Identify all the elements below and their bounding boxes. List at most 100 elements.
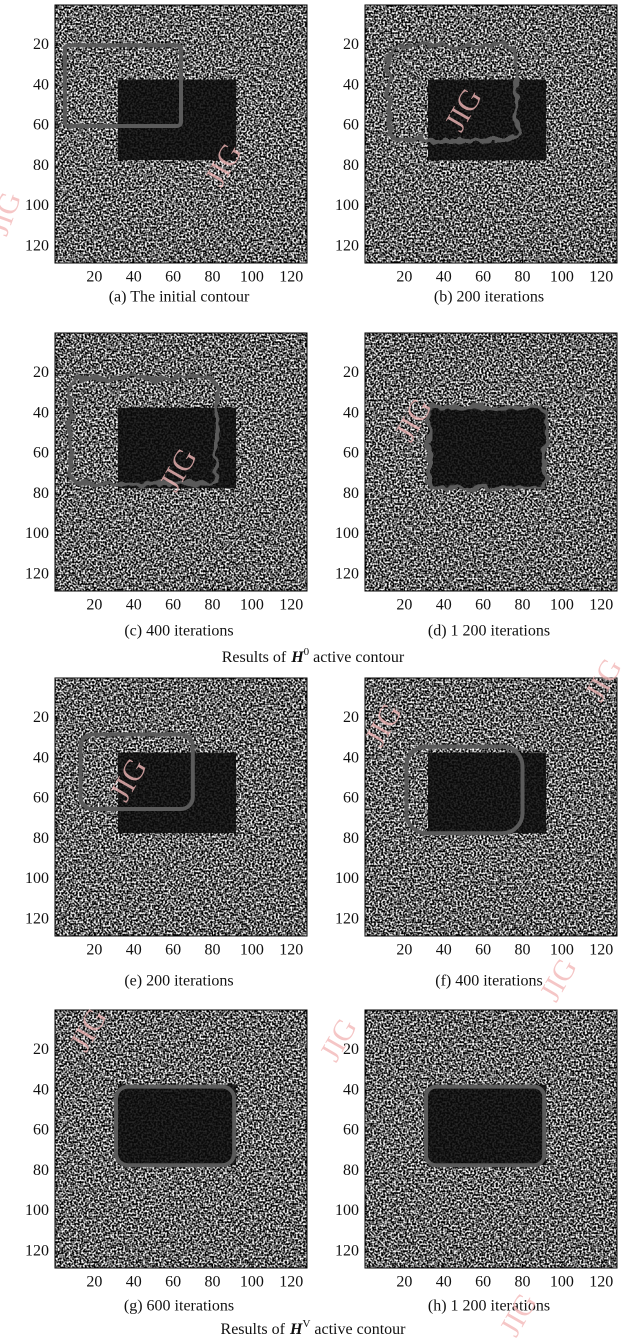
y-tick-label: 40 xyxy=(343,749,359,766)
y-tick-label: 100 xyxy=(335,525,359,542)
y-tick-label: 80 xyxy=(33,1162,49,1179)
dark-region xyxy=(118,1084,237,1166)
panel: 20 40 60 80 100 120 20 40 60 80 100 120 (e) 200 iter… xyxy=(25,677,308,990)
frame xyxy=(364,4,618,264)
y-tick-label: 40 xyxy=(343,1081,359,1098)
caption-suffix: active contour xyxy=(313,649,405,666)
y-tick-label: 100 xyxy=(335,197,359,214)
y-tick-label: 20 xyxy=(33,1041,49,1058)
x-tick-label: 80 xyxy=(205,597,221,614)
y-tick-label: 40 xyxy=(33,76,49,93)
dark-region xyxy=(428,752,547,834)
y-tick-label: 120 xyxy=(335,1243,359,1260)
x-tick-label: 60 xyxy=(165,1274,181,1291)
panel-caption: (e) 200 iterations xyxy=(124,973,233,990)
y-tick-label: 120 xyxy=(25,1243,49,1260)
watermark: JIG xyxy=(493,1288,543,1342)
dark-region xyxy=(118,79,237,161)
y-tick-label: 80 xyxy=(343,485,359,502)
panel: 20 40 60 80 100 120 20 40 60 80 100 120 (f) 400 iter… xyxy=(335,677,618,990)
panel: 20 40 60 80 100 120 20 40 60 80 100 120 (b) 200 iter… xyxy=(335,4,618,306)
y-tick-label: 40 xyxy=(33,749,49,766)
y-tick-label: 80 xyxy=(343,157,359,174)
y-tick-label: 120 xyxy=(335,911,359,928)
contour xyxy=(426,405,549,491)
dark-region xyxy=(428,79,547,161)
y-tick-label: 100 xyxy=(25,870,49,887)
contour xyxy=(78,732,195,812)
x-tick-label: 80 xyxy=(515,269,531,286)
contour xyxy=(386,43,519,143)
contour xyxy=(68,375,219,487)
x-tick-label: 80 xyxy=(515,597,531,614)
y-tick-label: 40 xyxy=(33,404,49,421)
x-tick-label: 60 xyxy=(475,597,491,614)
panel: 20 40 60 80 100 120 20 40 60 80 100 120 (g) 600 iter… xyxy=(25,1009,308,1315)
y-tick-label: 20 xyxy=(343,364,359,381)
x-tick-label: 60 xyxy=(165,269,181,286)
x-tick-label: 40 xyxy=(126,942,142,959)
frame xyxy=(364,332,618,592)
panel: 20 40 60 80 100 120 20 40 60 80 100 120 (d) 1 200 it… xyxy=(335,332,618,640)
y-tick-label: 100 xyxy=(25,197,49,214)
x-tick-label: 40 xyxy=(436,942,452,959)
contour xyxy=(404,744,525,836)
y-tick-label: 60 xyxy=(33,790,49,807)
y-tick-label: 20 xyxy=(33,36,49,53)
y-tick-label: 120 xyxy=(25,238,49,255)
y-tick-label: 120 xyxy=(335,238,359,255)
watermark: JIG xyxy=(313,1013,363,1067)
y-tick-label: 40 xyxy=(33,1081,49,1098)
frame xyxy=(364,677,618,937)
caption-symbol: H xyxy=(289,1321,303,1338)
x-tick-label: 100 xyxy=(550,597,574,614)
y-tick-label: 80 xyxy=(33,485,49,502)
x-tick-label: 120 xyxy=(589,942,613,959)
x-tick-label: 20 xyxy=(396,942,412,959)
x-tick-label: 80 xyxy=(515,942,531,959)
x-tick-label: 100 xyxy=(240,269,264,286)
panel-caption: (d) 1 200 iterations xyxy=(428,623,550,640)
y-tick-label: 120 xyxy=(335,566,359,583)
contour xyxy=(62,43,183,128)
x-tick-label: 20 xyxy=(86,1274,102,1291)
x-tick-label: 60 xyxy=(475,942,491,959)
panel-caption: (a) The initial contour xyxy=(109,289,250,306)
panel: 20 40 60 80 100 120 20 40 60 80 100 120 (a) The init… xyxy=(25,4,308,306)
y-tick-label: 20 xyxy=(343,709,359,726)
y-tick-label: 80 xyxy=(343,830,359,847)
panel-caption: (h) 1 200 iterations xyxy=(428,1298,550,1315)
frame xyxy=(54,677,308,937)
y-tick-label: 60 xyxy=(343,445,359,462)
watermark: JIG xyxy=(0,188,28,240)
x-tick-label: 120 xyxy=(589,597,613,614)
dark-region xyxy=(428,407,547,489)
panel-caption: (g) 600 iterations xyxy=(124,1298,234,1315)
y-tick-label: 60 xyxy=(33,445,49,462)
x-tick-label: 120 xyxy=(279,597,303,614)
x-tick-label: 20 xyxy=(396,269,412,286)
x-tick-label: 20 xyxy=(396,597,412,614)
caption-suffix: active contour xyxy=(314,1321,406,1338)
y-tick-label: 80 xyxy=(33,157,49,174)
x-tick-label: 80 xyxy=(205,942,221,959)
y-tick-label: 60 xyxy=(343,790,359,807)
y-tick-label: 100 xyxy=(335,870,359,887)
y-tick-label: 40 xyxy=(343,76,359,93)
caption-symbol: H xyxy=(290,649,304,666)
x-tick-label: 60 xyxy=(165,597,181,614)
x-tick-label: 40 xyxy=(126,269,142,286)
y-tick-label: 100 xyxy=(25,525,49,542)
contour xyxy=(424,1084,547,1168)
y-tick-label: 80 xyxy=(343,1162,359,1179)
x-tick-label: 80 xyxy=(515,1274,531,1291)
y-tick-label: 60 xyxy=(343,117,359,134)
y-tick-label: 20 xyxy=(33,709,49,726)
dark-region xyxy=(428,1084,547,1166)
watermark: JIG xyxy=(533,953,583,1007)
x-tick-label: 120 xyxy=(279,269,303,286)
frame xyxy=(364,1009,618,1269)
x-tick-label: 100 xyxy=(240,942,264,959)
x-tick-label: 40 xyxy=(436,597,452,614)
group-caption: Results of H0 active contour xyxy=(222,646,405,666)
